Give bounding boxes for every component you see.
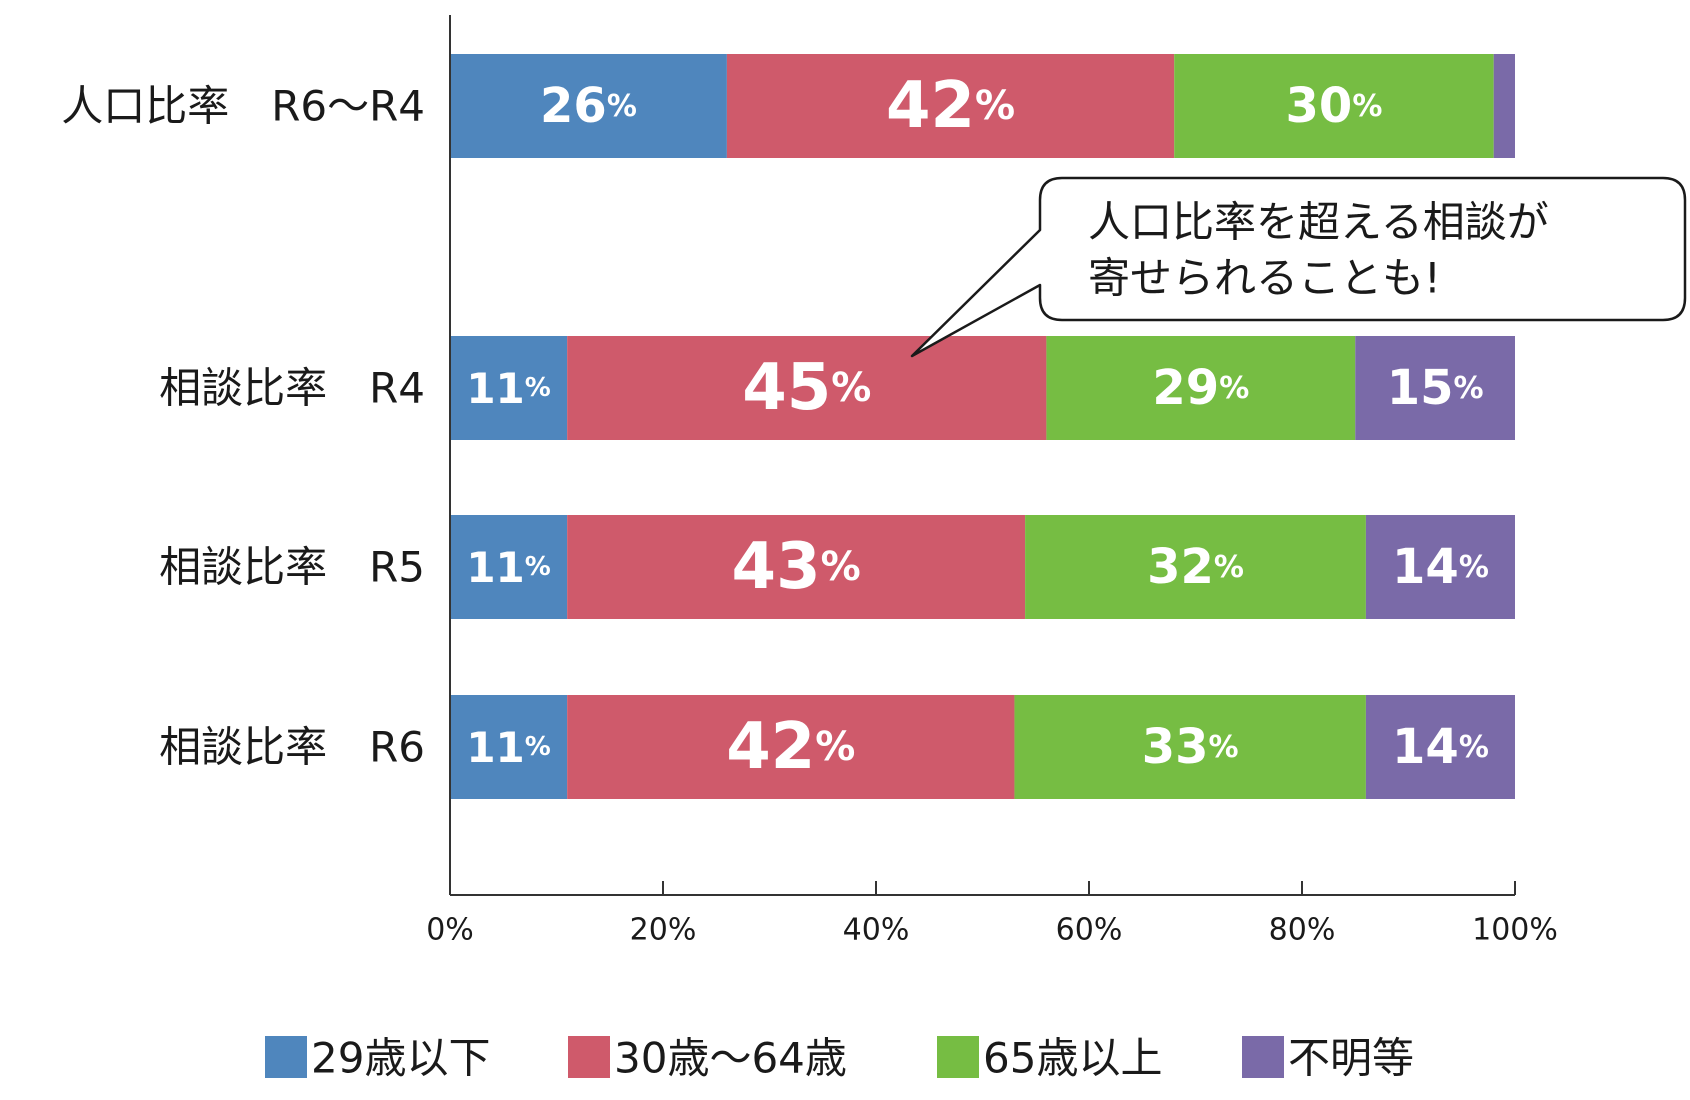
legend-label: 29歳以下 [311,1034,490,1083]
data-label: 42% [726,710,855,784]
bar-segment [567,695,1015,799]
x-tick-label: 80% [1269,913,1336,948]
bar-segment [1174,54,1494,158]
bar-segment [1355,336,1515,440]
bar-segment [1365,695,1515,799]
data-label: 30% [1286,78,1383,134]
legend-swatch [937,1036,979,1078]
data-label: 43% [732,530,861,604]
x-tick-label: 100% [1472,913,1558,948]
x-tick-label: 40% [843,913,910,948]
bar-segment [450,54,727,158]
bars-layer: 人口比率 R6〜R4 26% 42% 30% 2% 相談比率 R4 11% 45% 29% 15%… [61,54,1585,799]
bar-segment [1365,515,1515,619]
x-tick-label: 0% [426,913,474,948]
bar-segment [1046,336,1356,440]
x-tick-label: 60% [1056,913,1123,948]
legend: 29歳以下 30歳〜64歳 65歳以上 不明等 [265,1034,1414,1083]
data-label: 2% [1527,81,1585,132]
data-label: 11% [466,723,551,772]
data-label: 26% [540,78,637,134]
data-label: 14% [1392,719,1489,775]
category-label: 人口比率 R6〜R4 [61,82,425,131]
bar-segment [450,336,568,440]
legend-label: 65歳以上 [983,1034,1162,1083]
bar-segment [726,54,1175,158]
bar-segment [450,515,568,619]
data-label: 33% [1142,719,1239,775]
bar-segment [1025,515,1366,619]
data-label: 14% [1392,539,1489,595]
bar-segment [1014,695,1366,799]
data-label: 45% [742,351,871,425]
data-label: 32% [1147,539,1244,595]
legend-label: 不明等 [1288,1034,1414,1083]
legend-label: 30歳〜64歳 [614,1034,847,1083]
axis-layer: 0% 20% 40% 60% 80% 100% [426,15,1558,948]
category-label: 相談比率 R4 [159,364,425,413]
callout-bubble [910,176,1687,358]
data-label: 15% [1387,360,1484,416]
category-label: 相談比率 R5 [159,543,425,592]
bar-segment [1493,54,1515,158]
callout-text-line: 人口比率を超える相談が [1088,198,1549,247]
data-label: 11% [466,364,551,413]
data-label: 29% [1152,360,1249,416]
category-label: 相談比率 R6 [159,723,425,772]
data-label: 42% [886,69,1015,143]
legend-swatch [265,1036,307,1078]
callout-text-line: 寄せられることも! [1088,254,1441,303]
legend-swatch [568,1036,610,1078]
bar-segment [567,515,1026,619]
bar-segment [450,695,568,799]
bar-segment [567,336,1047,440]
x-tick-label: 20% [630,913,697,948]
legend-swatch [1242,1036,1284,1078]
data-label: 11% [466,543,551,592]
